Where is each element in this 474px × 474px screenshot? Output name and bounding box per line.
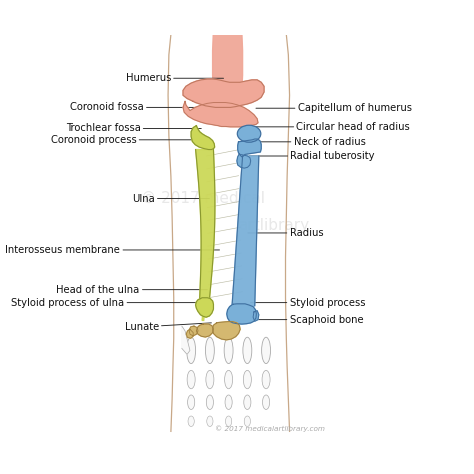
Text: Circular head of radius: Circular head of radius [255,122,410,132]
Ellipse shape [207,416,213,427]
Ellipse shape [263,395,270,410]
Text: Coronoid fossa: Coronoid fossa [70,102,205,112]
Polygon shape [189,326,198,336]
Ellipse shape [262,370,270,389]
Ellipse shape [224,337,233,364]
Polygon shape [213,27,243,103]
Ellipse shape [243,337,252,364]
Polygon shape [253,310,259,321]
Ellipse shape [205,337,214,364]
Text: Interosseus membrane: Interosseus membrane [5,245,219,255]
Polygon shape [237,154,251,168]
Polygon shape [227,304,256,324]
Polygon shape [186,329,193,338]
Polygon shape [183,101,258,127]
Polygon shape [213,322,240,340]
Polygon shape [196,149,215,300]
Text: Ulna: Ulna [132,193,210,203]
Ellipse shape [262,337,271,364]
Text: Capitellum of humerus: Capitellum of humerus [256,103,411,113]
Polygon shape [196,324,213,337]
Polygon shape [202,316,204,320]
Ellipse shape [187,370,195,389]
Polygon shape [183,79,264,108]
Text: Styloid process: Styloid process [251,298,365,308]
Text: Radius: Radius [248,228,323,238]
Text: Radial tuberosity: Radial tuberosity [249,151,375,161]
Polygon shape [191,126,215,149]
Text: Humerus: Humerus [126,73,224,83]
Ellipse shape [244,416,250,427]
Ellipse shape [244,395,251,410]
Text: © 2017 medical: © 2017 medical [140,191,264,206]
Text: Coronoid process: Coronoid process [51,135,203,145]
Text: artlibrary: artlibrary [238,218,309,233]
Ellipse shape [237,125,261,142]
Text: Styloid process of ulna: Styloid process of ulna [11,298,209,308]
Ellipse shape [206,395,213,410]
Text: Scaphoid bone: Scaphoid bone [253,315,363,325]
Text: Trochlear fossa: Trochlear fossa [66,123,201,134]
Text: © 2017 medicalartlibrary.com: © 2017 medicalartlibrary.com [215,426,325,432]
Text: Head of the ulna: Head of the ulna [56,285,207,295]
Ellipse shape [187,337,196,364]
Text: Lunate: Lunate [125,322,211,332]
Polygon shape [196,298,213,317]
Polygon shape [232,156,259,306]
Text: Neck of radius: Neck of radius [251,137,365,147]
Ellipse shape [206,370,214,389]
Polygon shape [238,139,261,157]
Polygon shape [182,326,190,355]
Ellipse shape [225,370,233,389]
Ellipse shape [243,370,251,389]
Ellipse shape [225,395,232,410]
Ellipse shape [226,416,232,427]
Ellipse shape [188,395,195,410]
Ellipse shape [188,416,194,427]
